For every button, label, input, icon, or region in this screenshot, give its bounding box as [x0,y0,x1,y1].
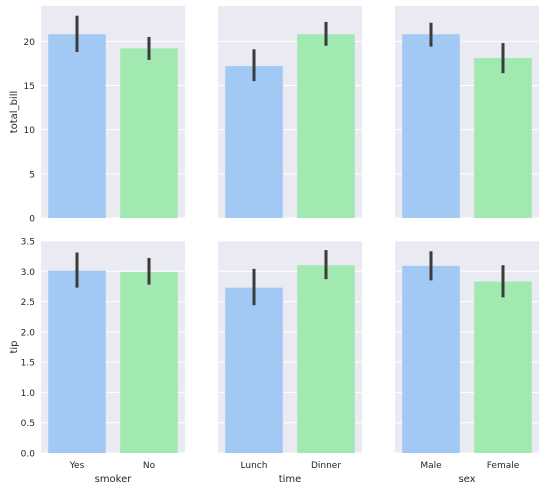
bar-lunch-r0 [225,66,283,218]
bar-dinner-r0 [297,34,355,219]
bar-dinner-r1 [297,265,355,453]
y-axis-label: tip [9,340,20,353]
y-tick-label: 10 [24,126,36,136]
x-tick-label: Male [420,461,442,471]
y-tick-label: 3.5 [21,238,35,248]
x-tick-label: Yes [69,461,85,471]
y-tick-label: 5 [29,170,35,180]
y-tick-label: 1.0 [21,389,36,399]
x-axis-label: time [279,474,302,485]
y-tick-label: 1.5 [21,359,35,369]
y-tick-label: 20 [24,38,36,48]
y-tick-label: 0.0 [21,450,36,460]
bar-male-r0 [402,34,460,219]
x-tick-label: Dinner [311,461,341,471]
bar-yes-r1 [48,270,106,453]
x-axis-label: smoker [95,474,133,485]
x-tick-label: Female [487,461,520,471]
y-tick-label: 0 [29,215,35,225]
y-tick-label: 0.5 [21,419,35,429]
bar-female-r1 [474,281,532,453]
y-tick-label: 2.5 [21,298,35,308]
bar-lunch-r1 [225,287,283,453]
y-tick-label: 3.0 [21,268,36,278]
x-tick-label: Lunch [241,461,268,471]
bar-yes-r0 [48,34,106,219]
bar-no-r1 [120,271,178,453]
bar-no-r0 [120,48,178,219]
bar-male-r1 [402,265,460,453]
y-axis-label: total_bill [9,91,20,134]
y-tick-label: 2.0 [21,328,36,338]
bar-female-r0 [474,58,532,218]
x-tick-label: No [143,461,156,471]
x-axis-label: sex [458,474,475,485]
y-tick-label: 15 [24,82,35,92]
